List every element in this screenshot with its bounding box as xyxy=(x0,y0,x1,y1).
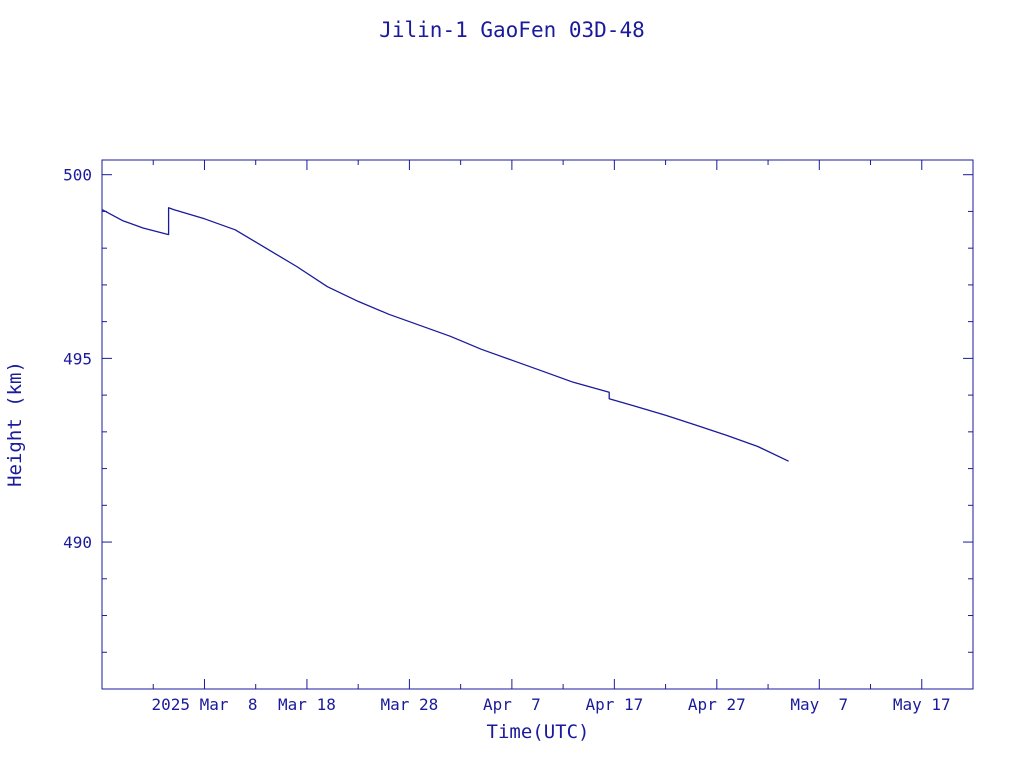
plot-frame xyxy=(101,159,974,690)
series-layer xyxy=(101,207,789,462)
minor-ticks xyxy=(102,160,974,690)
x-tick-label: May 17 xyxy=(893,695,951,714)
y-tick-label: 490 xyxy=(63,533,92,552)
y-axis: 500 495 490 xyxy=(63,166,973,552)
x-tick-label: Apr 7 xyxy=(483,695,541,714)
y-axis-label: Height (km) xyxy=(4,361,26,487)
x-tick-label: 2025 Mar 8 xyxy=(151,695,257,714)
x-tick-label: Mar 28 xyxy=(381,695,439,714)
y-tick-label: 500 xyxy=(63,166,92,185)
y-tick-label: 495 xyxy=(63,349,92,368)
x-tick-label: Mar 18 xyxy=(278,695,336,714)
x-axis: 2025 Mar 8 Mar 18 Mar 28 Apr 7 Apr 17 Apr 27 M… xyxy=(151,160,951,714)
chart-title: Jilin-1 GaoFen 03D-48 xyxy=(379,18,645,42)
x-tick-label: May 7 xyxy=(790,695,848,714)
x-tick-label: Apr 17 xyxy=(585,695,643,714)
x-axis-label: Time(UTC) xyxy=(487,721,590,743)
x-tick-label: Apr 27 xyxy=(688,695,746,714)
series-line-0 xyxy=(101,207,789,462)
